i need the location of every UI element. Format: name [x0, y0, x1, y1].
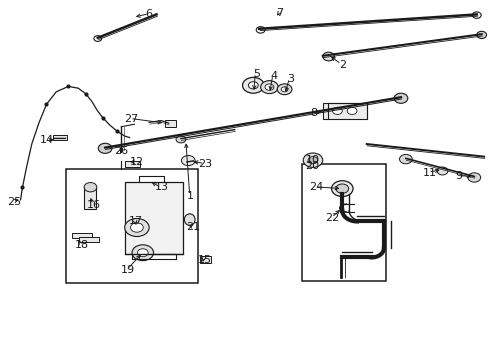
Text: 13: 13 — [154, 182, 168, 192]
Circle shape — [307, 157, 317, 164]
Text: 26: 26 — [114, 146, 128, 156]
Circle shape — [176, 136, 185, 143]
Text: 10: 10 — [305, 155, 319, 165]
Circle shape — [84, 183, 97, 192]
Circle shape — [132, 245, 153, 261]
Text: 9: 9 — [454, 171, 461, 181]
Bar — [124, 182, 183, 254]
Text: 7: 7 — [276, 8, 283, 18]
Text: 15: 15 — [197, 255, 211, 265]
Circle shape — [471, 12, 480, 18]
Text: 24: 24 — [308, 182, 323, 192]
Bar — [322, 103, 366, 119]
Bar — [84, 187, 96, 209]
Bar — [53, 135, 66, 140]
Text: 3: 3 — [287, 74, 294, 84]
Circle shape — [256, 27, 264, 33]
Text: 11: 11 — [422, 168, 435, 178]
Text: 22: 22 — [325, 213, 339, 223]
Circle shape — [303, 153, 322, 167]
Bar — [72, 233, 92, 238]
Circle shape — [331, 181, 352, 197]
Circle shape — [399, 154, 411, 164]
Circle shape — [248, 82, 258, 89]
Circle shape — [476, 31, 486, 39]
Bar — [165, 120, 176, 127]
Circle shape — [346, 107, 356, 114]
Circle shape — [98, 143, 112, 153]
Bar — [79, 237, 99, 242]
Text: 2: 2 — [338, 60, 345, 70]
Text: 27: 27 — [123, 114, 138, 124]
Text: 20: 20 — [305, 161, 318, 171]
Circle shape — [124, 219, 149, 237]
Circle shape — [260, 81, 278, 94]
Text: 23: 23 — [198, 159, 212, 169]
Text: 17: 17 — [129, 216, 142, 226]
Circle shape — [332, 107, 342, 114]
Text: 4: 4 — [270, 71, 277, 81]
Circle shape — [181, 156, 195, 166]
Bar — [302, 164, 386, 281]
Circle shape — [137, 249, 148, 257]
Circle shape — [322, 52, 334, 61]
Circle shape — [393, 93, 407, 103]
Bar — [199, 256, 211, 263]
Circle shape — [130, 223, 143, 232]
Ellipse shape — [184, 214, 195, 225]
Circle shape — [242, 77, 264, 93]
Text: 8: 8 — [310, 108, 317, 118]
Circle shape — [281, 87, 287, 92]
Text: 16: 16 — [87, 200, 101, 210]
Text: 25: 25 — [7, 197, 20, 207]
Bar — [66, 169, 198, 283]
Text: 18: 18 — [75, 240, 89, 250]
Circle shape — [436, 167, 447, 175]
Circle shape — [335, 184, 348, 193]
Text: 6: 6 — [145, 9, 152, 19]
Circle shape — [94, 36, 102, 41]
Text: 12: 12 — [130, 157, 143, 167]
Circle shape — [264, 84, 273, 90]
Text: 1: 1 — [187, 191, 194, 201]
Text: 14: 14 — [40, 135, 53, 145]
Bar — [125, 161, 140, 167]
Circle shape — [277, 84, 291, 95]
Text: 21: 21 — [186, 222, 200, 232]
Text: 5: 5 — [252, 69, 259, 79]
Circle shape — [467, 173, 480, 182]
Text: 19: 19 — [121, 265, 135, 275]
